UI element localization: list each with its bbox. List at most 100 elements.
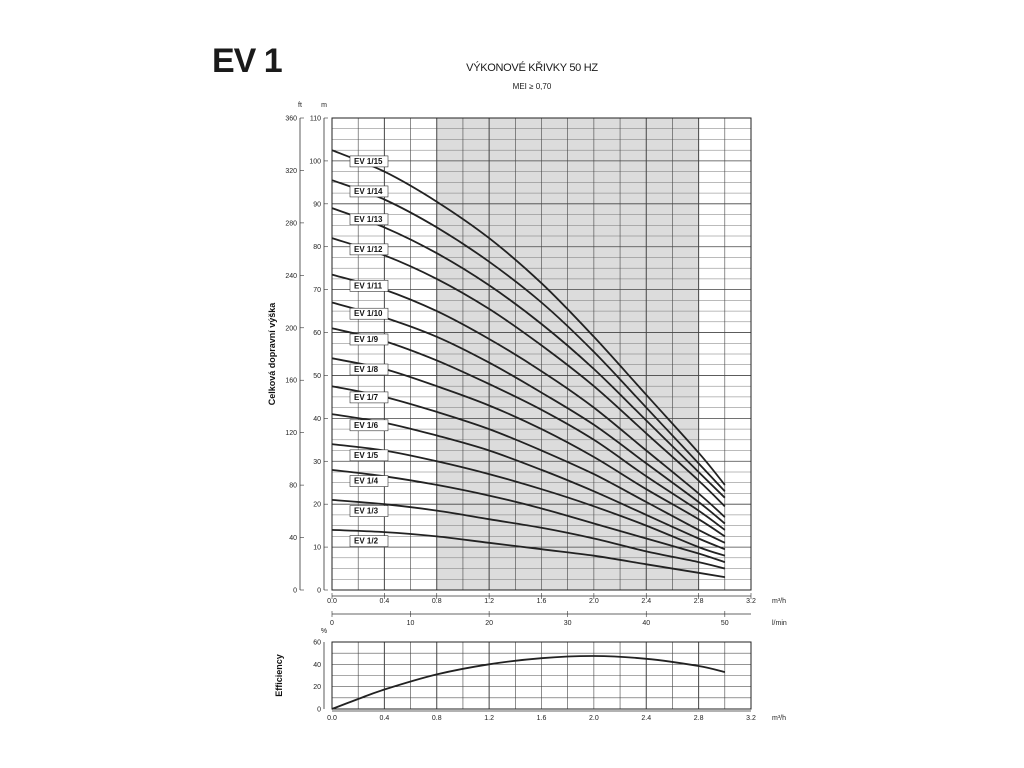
head-curve-7: [331, 327, 726, 531]
x2-tick-label: 40: [642, 620, 650, 627]
x-tick-label: 2.8: [694, 598, 704, 605]
y-tick-label: 20: [313, 502, 321, 509]
y-tick-label: 70: [313, 287, 321, 294]
x-tick-label: 1.2: [484, 598, 494, 605]
curve-label-box: [349, 155, 389, 168]
curve-label: EV 1/8: [354, 365, 379, 374]
eff-y-tick-label: 40: [313, 662, 321, 669]
y-axis-title: Celková dopravní výška: [267, 302, 277, 406]
curve-label: EV 1/5: [354, 451, 379, 460]
y-tick-label: 60: [313, 330, 321, 337]
y2-tick-label: 280: [285, 220, 297, 227]
curve-label: EV 1/15: [354, 157, 383, 166]
series-title: EV 1: [212, 42, 283, 80]
chart-subtitle: MEI ≥ 0,70: [512, 82, 552, 91]
eff-x-tick-label: 2.0: [589, 715, 599, 722]
y-tick-label: 30: [313, 459, 321, 466]
curve-label: EV 1/2: [354, 537, 379, 546]
curve-label: EV 1/14: [354, 187, 383, 196]
head-curve-4: [331, 237, 726, 507]
curve-label-box: [349, 213, 389, 226]
y2-tick-label: 160: [285, 378, 297, 385]
x-tick-label: 0.0: [327, 598, 337, 605]
head-curve-9: [331, 385, 726, 544]
eff-plot-frame: [331, 641, 752, 710]
head-curve-3: [331, 207, 726, 499]
x2-tick-label: 20: [485, 620, 493, 627]
chart-title: VÝKONOVÉ KŘIVKY 50 HZ: [466, 62, 598, 74]
y2-tick-label: 40: [289, 535, 297, 542]
y-tick-label: 10: [313, 545, 321, 552]
y-axis-ft-unit: ft: [298, 102, 302, 109]
head-curve-14: [331, 529, 725, 578]
head-curve-8: [331, 357, 726, 538]
curve-label: EV 1/4: [354, 477, 379, 486]
x-tick-label: 3.2: [746, 598, 756, 605]
curve-label-box: [349, 449, 389, 462]
y-axis-m-unit: m: [321, 102, 327, 109]
eff-x-tick-label: 1.2: [484, 715, 494, 722]
eff-x-tick-label: 1.6: [537, 715, 547, 722]
y-tick-label: 100: [309, 158, 321, 165]
head-curve-11: [331, 443, 726, 557]
x-tick-label: 1.6: [537, 598, 547, 605]
y2-tick-label: 80: [289, 483, 297, 490]
curve-label: EV 1/9: [354, 335, 379, 344]
curve-label-box: [349, 280, 389, 292]
y2-tick-label: 0: [293, 588, 297, 595]
curve-label-box: [349, 333, 389, 346]
x2-axis-unit: l/min: [772, 620, 787, 627]
head-curve-5: [331, 273, 726, 518]
head-curve-1: [331, 149, 726, 486]
curve-label-box: [349, 475, 389, 487]
curve-label-box: [349, 243, 389, 256]
x-tick-label: 0.4: [380, 598, 390, 605]
eff-x-tick-label: 2.8: [694, 715, 704, 722]
x2-tick-label: 30: [564, 620, 572, 627]
eff-x-tick-label: 0.8: [432, 715, 442, 722]
x-axis-unit: m³/h: [772, 598, 786, 605]
curve-label-box: [349, 391, 389, 404]
eff-y-axis-title: Efficiency: [274, 654, 284, 697]
curve-label-box: [349, 307, 389, 320]
curve-label-box: [349, 363, 389, 376]
curve-label: EV 1/3: [354, 507, 379, 516]
head-curve-10: [331, 413, 726, 551]
efficiency-curve: [331, 655, 726, 710]
x2-tick-label: 10: [407, 620, 415, 627]
head-curve-13: [331, 499, 725, 570]
head-plot-frame: [331, 117, 752, 591]
eff-x-tick-label: 2.4: [641, 715, 651, 722]
x2-tick-label: 0: [330, 620, 334, 627]
curve-label-box: [349, 185, 389, 198]
x-tick-label: 2.4: [641, 598, 651, 605]
y2-tick-label: 320: [285, 168, 297, 175]
curve-label: EV 1/6: [354, 421, 379, 430]
curve-label-box: [349, 505, 389, 517]
y-tick-label: 80: [313, 244, 321, 251]
y-tick-label: 50: [313, 373, 321, 380]
y-tick-label: 40: [313, 416, 321, 423]
x-tick-label: 0.8: [432, 598, 442, 605]
curve-label-box: [349, 419, 389, 432]
head-curve-12: [331, 469, 726, 563]
head-curve-6: [331, 301, 726, 525]
y2-tick-label: 360: [285, 116, 297, 123]
head-curve-2: [331, 179, 726, 492]
y-tick-label: 90: [313, 201, 321, 208]
x2-tick-label: 50: [721, 620, 729, 627]
eff-x-tick-label: 0.4: [380, 715, 390, 722]
curve-label: EV 1/11: [354, 281, 383, 290]
eff-y-tick-label: 0: [317, 707, 321, 714]
y-tick-label: 0: [317, 588, 321, 595]
curve-label: EV 1/10: [354, 309, 383, 318]
eff-x-tick-label: 3.2: [746, 715, 756, 722]
eff-x-tick-label: 0.0: [327, 715, 337, 722]
y2-tick-label: 200: [285, 325, 297, 332]
eff-y-tick-label: 20: [313, 684, 321, 691]
curve-label: EV 1/13: [354, 215, 383, 224]
y2-tick-label: 120: [285, 430, 297, 437]
y-tick-label: 110: [310, 116, 321, 123]
x-tick-label: 2.0: [589, 598, 599, 605]
